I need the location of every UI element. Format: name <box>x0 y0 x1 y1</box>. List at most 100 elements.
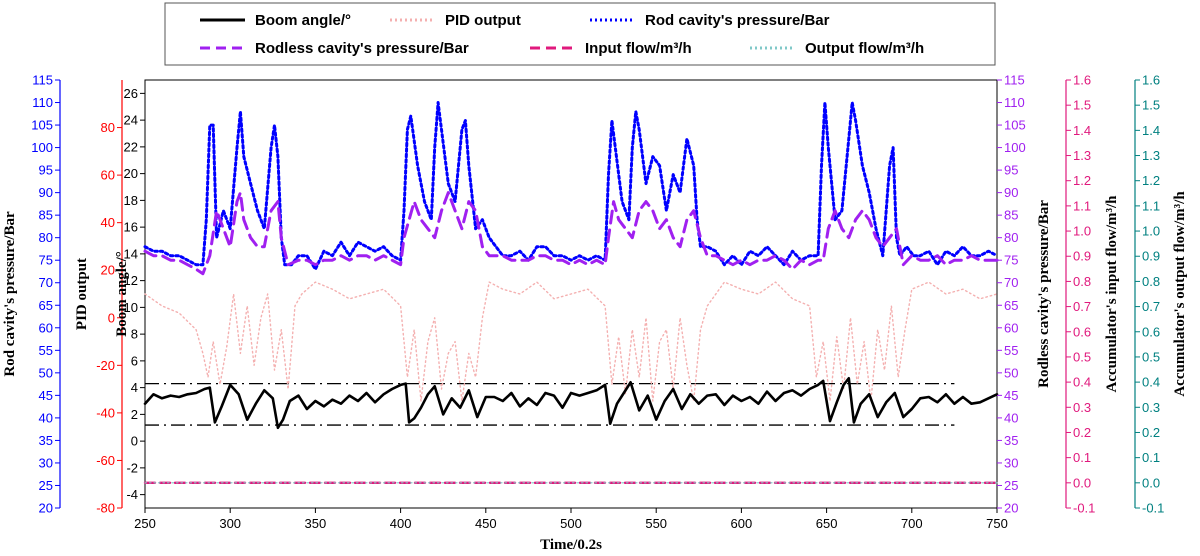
rodless-tick-label: 55 <box>1004 343 1018 358</box>
boom-tick-label: 0 <box>131 434 138 449</box>
boom-tick-label: 22 <box>124 139 138 154</box>
x-tick-label: 350 <box>305 516 327 531</box>
x-axis-title: Time/0.2s <box>540 537 602 553</box>
accout-tick-label: 0.8 <box>1142 274 1160 289</box>
accin-tick-label: 1.3 <box>1073 148 1091 163</box>
rod-tick-label: 25 <box>39 478 53 493</box>
rod-tick-label: 65 <box>39 298 53 313</box>
rodless-axis-title: Rodless cavity's pressure/Bar <box>1036 200 1052 388</box>
rod-tick-label: 20 <box>39 501 53 516</box>
accout-tick-label: 1.0 <box>1142 224 1160 239</box>
accout-tick-label: 0.4 <box>1142 375 1160 390</box>
boom-axis-title: Boom angle/° <box>114 251 130 337</box>
rodless-tick-label: 110 <box>1004 95 1025 110</box>
boom-tick-label: 10 <box>124 300 138 315</box>
x-tick-label: 500 <box>560 516 582 531</box>
accin-tick-label: 0.9 <box>1073 249 1091 264</box>
rodless-tick-label: 100 <box>1004 140 1026 155</box>
boom-tick-label: 14 <box>124 246 138 261</box>
pid-tick-label: -40 <box>96 405 115 420</box>
rodless-tick-label: 35 <box>1004 433 1018 448</box>
accout-tick-label: 1.2 <box>1142 173 1160 188</box>
legend-label: Output flow/m³/h <box>805 40 924 57</box>
accin-tick-label: 1.2 <box>1073 173 1091 188</box>
accin-tick-label: 0.5 <box>1073 349 1091 364</box>
boom-tick-label: 2 <box>131 407 138 422</box>
boom-tick-label: 18 <box>124 193 138 208</box>
accin-tick-label: 1.0 <box>1073 224 1091 239</box>
pid-tick-label: -80 <box>96 501 115 516</box>
rod-tick-label: 90 <box>39 185 53 200</box>
axes-layer: 250 300 350 400 450 500 550 600 650 700 750Time/0.… <box>2 73 1188 554</box>
rodless-tick-label: 105 <box>1004 118 1026 133</box>
accin-tick-label: 1.6 <box>1073 73 1091 88</box>
rod-tick-label: 80 <box>39 230 53 245</box>
rod-tick-label: 60 <box>39 320 53 335</box>
accout-tick-label: 0.6 <box>1142 324 1160 339</box>
x-tick-label: 550 <box>645 516 667 531</box>
rodless-tick-label: 80 <box>1004 230 1018 245</box>
rodless-tick-label: 115 <box>1004 73 1025 88</box>
boom-tick-label: 4 <box>131 380 138 395</box>
pid-tick-label: 60 <box>101 168 115 183</box>
boom-tick-label: 8 <box>131 327 138 342</box>
rod-tick-label: 105 <box>31 118 53 133</box>
accin-tick-label: -0.1 <box>1073 501 1095 516</box>
boom-tick-label: 26 <box>124 86 138 101</box>
rod-tick-label: 70 <box>39 275 53 290</box>
accin-tick-label: 0.4 <box>1073 375 1091 390</box>
rodless-tick-label: 25 <box>1004 478 1018 493</box>
rod-tick-label: 45 <box>39 388 53 403</box>
accin-tick-label: 0.1 <box>1073 450 1091 465</box>
accin-tick-label: 0.8 <box>1073 274 1091 289</box>
rodless-tick-label: 90 <box>1004 185 1018 200</box>
accout-axis-title: Accumulator's output flow/m³/h <box>1172 191 1188 397</box>
rod-tick-label: 85 <box>39 208 53 223</box>
boom-tick-label: 20 <box>124 166 138 181</box>
rodless-tick-label: 85 <box>1004 208 1018 223</box>
accin-tick-label: 1.1 <box>1073 198 1091 213</box>
legend-box <box>164 2 996 66</box>
legend-label: PID output <box>445 12 521 29</box>
pid-output-line <box>144 281 998 402</box>
rodless-tick-label: 40 <box>1004 410 1018 425</box>
rod-tick-label: 50 <box>39 365 53 380</box>
x-tick-label: 750 <box>986 516 1008 531</box>
accout-tick-label: 1.5 <box>1142 98 1160 113</box>
pid-tick-label: 0 <box>108 310 115 325</box>
x-tick-label: 450 <box>475 516 497 531</box>
boom-tick-label: 6 <box>131 353 138 368</box>
rod-axis-title: Rod cavity's pressure/Bar <box>2 211 18 377</box>
rod-tick-label: 95 <box>39 163 53 178</box>
accout-tick-label: 1.1 <box>1142 198 1160 213</box>
x-tick-label: 300 <box>219 516 241 531</box>
rod-pressure-line <box>143 101 999 271</box>
legend: Boom angle/° PID output Rod cavity's press… <box>164 2 996 66</box>
rod-tick-label: 35 <box>39 433 53 448</box>
rodless-tick-label: 65 <box>1004 298 1018 313</box>
series-layer <box>143 101 999 484</box>
accout-tick-label: 0.7 <box>1142 299 1160 314</box>
accin-tick-label: 1.5 <box>1073 98 1091 113</box>
rodless-tick-label: 50 <box>1004 365 1018 380</box>
accout-tick-label: -0.1 <box>1142 501 1164 516</box>
boom-tick-label: 12 <box>124 273 138 288</box>
rod-tick-label: 40 <box>39 410 53 425</box>
rod-tick-label: 100 <box>31 140 53 155</box>
pid-tick-label: 80 <box>101 120 115 135</box>
accout-tick-label: 1.3 <box>1142 148 1160 163</box>
boom-angle-line <box>143 376 999 430</box>
rodless-tick-label: 60 <box>1004 320 1018 335</box>
pid-tick-label: 20 <box>101 263 115 278</box>
x-tick-label: 600 <box>731 516 753 531</box>
accin-axis-title: Accumulator's input flow/m³/h <box>1104 195 1120 393</box>
boom-tick-label: 24 <box>124 113 138 128</box>
boom-tick-label: -2 <box>126 460 138 475</box>
rodless-tick-label: 30 <box>1004 455 1018 470</box>
pid-tick-label: -60 <box>96 453 115 468</box>
rodless-tick-label: 20 <box>1004 501 1018 516</box>
boom-tick-label: -4 <box>126 487 138 502</box>
rod-tick-label: 55 <box>39 343 53 358</box>
accin-tick-label: 0.6 <box>1073 324 1091 339</box>
accout-tick-label: 1.6 <box>1142 73 1160 88</box>
